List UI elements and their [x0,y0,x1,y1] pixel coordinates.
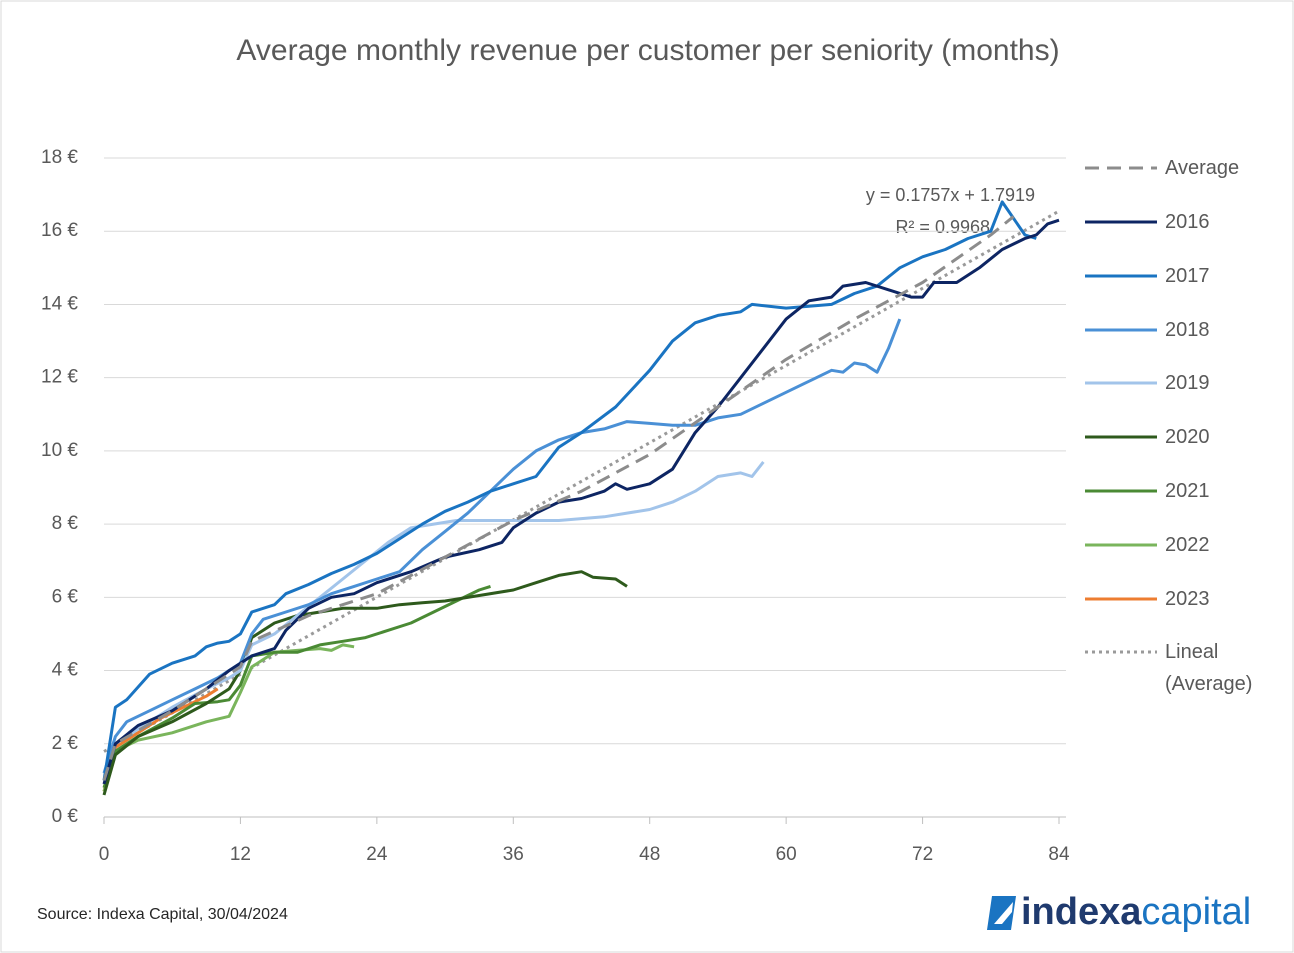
series-line [102,570,628,796]
trend-equation: y = 0.1757x + 1.7919 [866,185,1035,205]
legend-swatch [1085,650,1157,654]
legend-swatch [1085,543,1157,547]
legend-item: 2018 [1085,314,1275,346]
series-line [103,209,1060,753]
legend-item: 2022 [1085,529,1275,561]
y-tick-label: 16 € [41,220,78,241]
legend-label: 2016 [1165,211,1210,233]
x-tick-label: 72 [912,844,933,865]
legend-label: 2019 [1165,372,1210,394]
legend-label: 2017 [1165,265,1210,287]
legend-label: 2021 [1165,480,1210,502]
legend-label: Lineal (Average) [1165,641,1253,695]
logo-icon [987,896,1016,930]
legend-label: Average [1165,157,1240,179]
x-tick-label: 24 [366,844,388,865]
series-line [102,218,1060,785]
legend-item: Lineal (Average) [1085,636,1275,700]
y-tick-label: 0 € [52,806,79,827]
x-tick-label: 0 [99,844,110,865]
legend-swatch [1085,220,1157,224]
y-tick-label: 2 € [52,733,79,754]
legend-swatch [1085,597,1157,601]
legend-item: 2019 [1085,367,1275,399]
legend-label: 2023 [1165,588,1210,610]
legend-item: 2021 [1085,475,1275,507]
legend-item: 2017 [1085,260,1275,292]
y-tick-label: 10 € [41,440,78,461]
legend-swatch [1085,328,1157,332]
series-line [102,643,355,792]
legend-swatch [1085,489,1157,493]
y-tick-label: 4 € [52,660,79,681]
legend-label: 2022 [1165,534,1210,556]
y-tick-label: 14 € [41,293,78,314]
legend-item: 2020 [1085,421,1275,453]
logo-part: capital [1141,891,1251,933]
logo: indexacapital [1021,891,1251,933]
x-tick-label: 48 [639,844,660,865]
y-tick-label: 12 € [41,367,78,388]
legend-swatch [1085,381,1157,385]
legend-item: 2016 [1085,206,1275,238]
x-tick-label: 84 [1048,844,1070,865]
legend-item: Average [1085,152,1275,184]
legend-label: 2020 [1165,426,1210,448]
x-tick-label: 60 [776,844,797,865]
series-line [102,200,1037,781]
y-tick-label: 18 € [41,147,78,168]
series-line [102,584,491,789]
x-tick-label: 12 [230,844,251,865]
legend-swatch [1085,435,1157,439]
chart-title: Average monthly revenue per customer per… [236,34,1059,67]
x-tick-label: 36 [503,844,524,865]
y-tick-label: 6 € [52,586,79,607]
trend-r2: R² = 0.9968 [895,217,990,237]
y-tick-label: 8 € [52,513,79,534]
legend-label: 2018 [1165,319,1210,341]
legend-swatch [1085,166,1157,170]
legend-item: 2023 [1085,583,1275,615]
legend: Average 2016 2017 2018 2019 2020 2021 2022 2023 L… [1085,0,1285,720]
series-line [102,215,1015,781]
source: Source: Indexa Capital, 30/04/2024 [37,906,288,923]
legend-swatch [1085,274,1157,278]
logo-icon-cut [994,902,1013,924]
logo-part: indexa [1021,891,1142,933]
series-line [102,460,765,781]
